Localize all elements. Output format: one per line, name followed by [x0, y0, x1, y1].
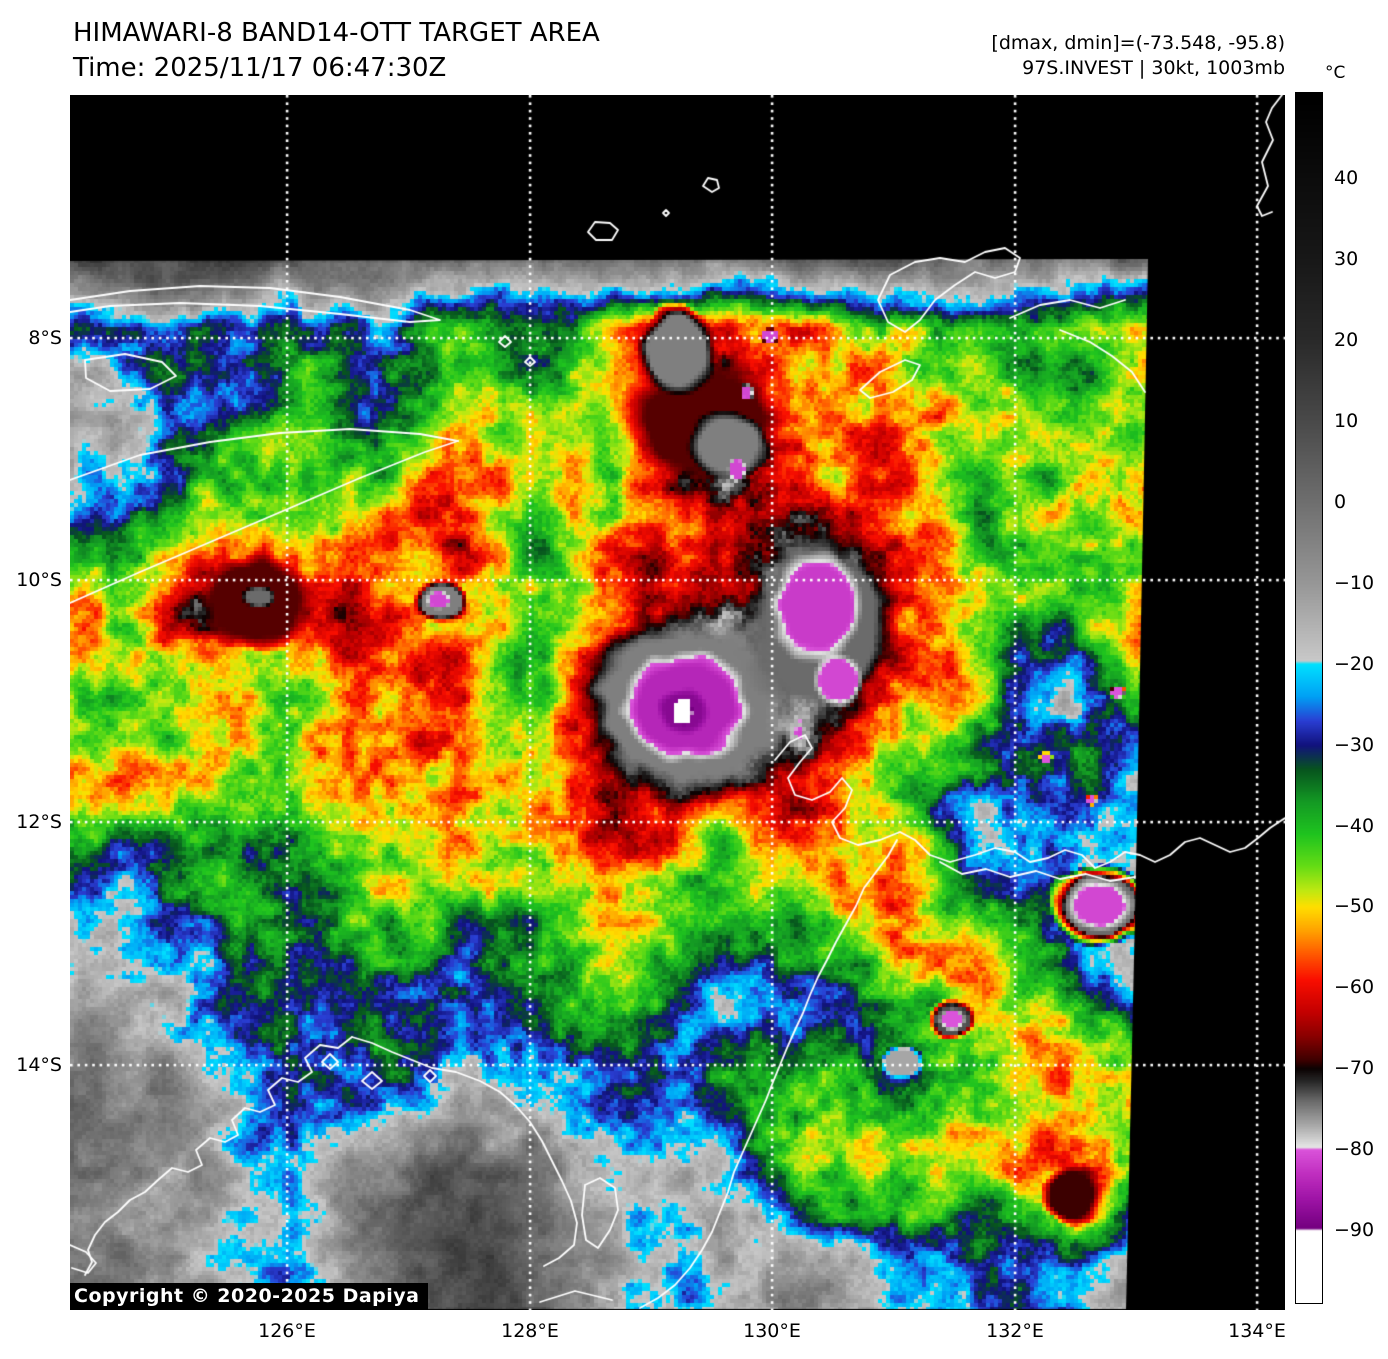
colorbar-canvas [1296, 93, 1322, 1303]
colorbar-tick-label: −30 [1334, 733, 1375, 756]
colorbar-tick-label: −10 [1334, 571, 1375, 594]
satellite-map [70, 95, 1285, 1310]
lat-tick-label: 8°S [28, 327, 62, 349]
lat-tick-label: 12°S [16, 811, 62, 833]
colorbar-tick-label: −80 [1334, 1138, 1375, 1161]
copyright-badge: Copyright © 2020-2025 Dapiya [70, 1283, 429, 1310]
storm-info-label: 97S.INVEST | 30kt, 1003mb [1022, 57, 1285, 79]
annotation-block: [dmax, dmin]=(-73.548, -95.8) 97S.INVEST… [991, 31, 1285, 81]
colorbar-tick-label: −40 [1334, 814, 1375, 837]
lon-tick-label: 132°E [986, 1320, 1044, 1342]
colorbar-tick-label: 10 [1334, 409, 1359, 432]
satellite-image-canvas [70, 95, 1285, 1310]
page-title: HIMAWARI-8 BAND14-OTT TARGET AREA [73, 18, 600, 48]
colorbar-tick-label: −20 [1334, 652, 1375, 675]
lon-tick-label: 128°E [501, 1320, 559, 1342]
lon-tick-label: 130°E [743, 1320, 801, 1342]
time-label: Time: 2025/11/17 06:47:30Z [73, 53, 447, 83]
colorbar-tick-label: −70 [1334, 1057, 1375, 1080]
dmax-dmin-label: [dmax, dmin]=(-73.548, -95.8) [991, 32, 1285, 54]
lat-tick-label: 10°S [16, 569, 62, 591]
colorbar-tick-label: −50 [1334, 895, 1375, 918]
lon-tick-label: 134°E [1228, 1320, 1286, 1342]
colorbar-unit-label: °C [1325, 63, 1346, 83]
colorbar-tick-label: 20 [1334, 328, 1359, 351]
colorbar-tick-label: −90 [1334, 1219, 1375, 1242]
colorbar-tick-label: 40 [1334, 166, 1359, 189]
lon-tick-label: 126°E [258, 1320, 316, 1342]
lat-tick-label: 14°S [16, 1054, 62, 1076]
colorbar-tick-label: 0 [1334, 490, 1347, 513]
colorbar [1295, 92, 1323, 1304]
colorbar-tick-label: 30 [1334, 247, 1359, 270]
colorbar-tick-label: −60 [1334, 976, 1375, 999]
